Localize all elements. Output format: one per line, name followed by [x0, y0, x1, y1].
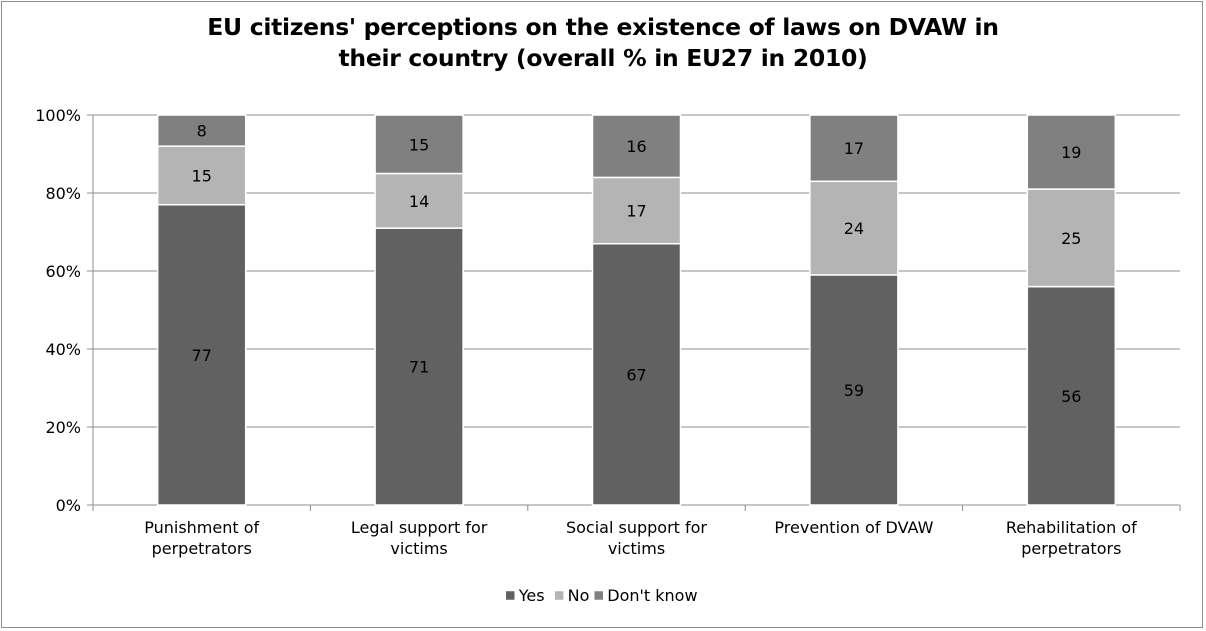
legend-label: Don't know — [607, 586, 697, 605]
x-category-label: Legal support for victims — [351, 518, 488, 558]
data-label: 15 — [409, 135, 429, 154]
legend-swatch — [594, 590, 604, 601]
legend-swatch — [554, 590, 564, 601]
data-label: 77 — [192, 346, 212, 365]
data-label: 14 — [409, 192, 429, 211]
data-label: 24 — [844, 219, 864, 238]
bar-segment-no — [591, 176, 682, 245]
bar-segment-don-t-know — [591, 114, 682, 179]
y-tick-label: 40% — [45, 340, 81, 359]
legend-item-yes: Yes — [505, 586, 545, 605]
legend: Yes No Don't know — [505, 586, 698, 605]
x-category-label: Prevention of DVAW — [774, 518, 933, 537]
data-label: 71 — [409, 358, 429, 377]
data-label: 25 — [1061, 229, 1081, 248]
data-label: 56 — [1061, 387, 1081, 406]
bar-segment-no — [156, 145, 247, 206]
x-category-label: Punishment of perpetrators — [144, 518, 259, 558]
chart-title-line-1: EU citizens' perceptions on the existenc… — [207, 13, 999, 41]
bar-segment-yes — [591, 242, 682, 506]
legend-swatch — [505, 590, 515, 601]
bars — [156, 114, 1117, 506]
data-label: 59 — [844, 381, 864, 400]
y-tick-label: 100% — [35, 106, 81, 125]
data-label: 16 — [626, 137, 646, 156]
data-label: 17 — [626, 202, 646, 221]
y-tick-label: 60% — [45, 262, 81, 281]
bar-segment-yes — [809, 274, 899, 506]
data-label: 67 — [626, 365, 646, 384]
data-label: 17 — [844, 139, 864, 158]
legend-label: No — [568, 586, 590, 605]
chart-title: EU citizens' perceptions on the existenc… — [0, 12, 1206, 74]
bar-segment-yes — [1026, 285, 1117, 506]
bar-segment-no — [809, 180, 899, 276]
bar-segment-no — [374, 172, 464, 229]
data-label: 15 — [192, 166, 212, 185]
axes: 0% 20% 40% 60% 80% 100% Punishment of perpetrat… — [35, 106, 1181, 558]
legend-label: Yes — [518, 586, 545, 605]
bar-segment-don-t-know — [374, 114, 464, 175]
bar-segment-don-t-know — [809, 114, 899, 183]
legend-item-no: No — [554, 586, 590, 605]
chart-title-line-2: their country (overall % in EU27 in 2010… — [338, 44, 868, 72]
data-label: 8 — [197, 122, 207, 141]
data-label: 19 — [1061, 143, 1081, 162]
bar-segment-yes — [156, 203, 247, 506]
x-category-label: Rehabilitation of perpetrators — [1006, 518, 1137, 558]
y-tick-label: 20% — [45, 418, 81, 437]
x-category-label: Social support for victims — [566, 518, 707, 558]
y-tick-label: 80% — [45, 184, 81, 203]
bar-segment-don-t-know — [156, 114, 247, 147]
y-tick-label: 0% — [56, 496, 81, 515]
bar-segment-no — [1026, 188, 1117, 288]
legend-item-don-t-know: Don't know — [594, 586, 698, 605]
bar-segment-don-t-know — [1026, 114, 1117, 190]
data-labels: 77 15 8 71 14 15 67 17 16 59 24 17 56 25 19 — [192, 122, 1082, 406]
